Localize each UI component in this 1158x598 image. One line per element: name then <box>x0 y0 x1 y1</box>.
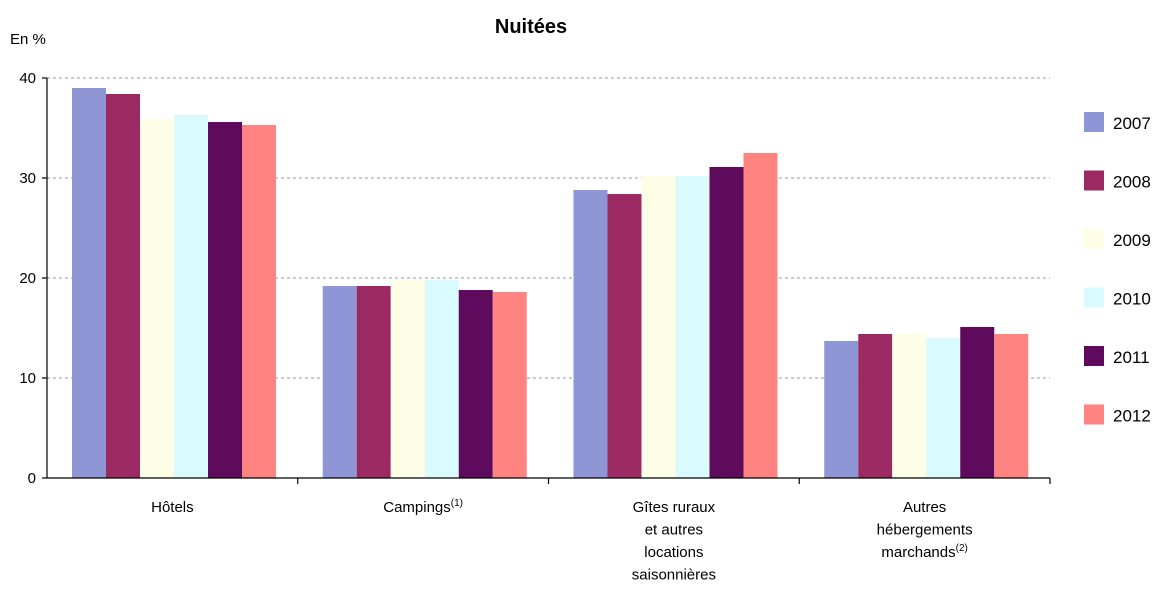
legend-label-2010: 2010 <box>1113 290 1151 309</box>
bar-2012-3 <box>743 153 778 478</box>
chart-title: Nuitées <box>495 16 567 38</box>
bar-2011-1 <box>208 122 242 478</box>
bar-2010-4 <box>926 338 961 478</box>
legend-swatch-2008 <box>1084 170 1104 191</box>
x-tick-label: locations <box>644 544 703 561</box>
legend-swatch-2011 <box>1084 346 1104 366</box>
bar-2008-2 <box>356 286 391 478</box>
x-tick-label: hébergements <box>877 522 973 539</box>
bar-2012-2 <box>492 292 527 478</box>
bar-2012-1 <box>242 125 276 478</box>
legend-label-2011: 2011 <box>1113 348 1150 367</box>
x-tick-label: marchands(2) <box>881 543 967 561</box>
legend-label-2007: 2007 <box>1113 114 1151 133</box>
bar-2011-4 <box>960 327 995 478</box>
bar-2008-4 <box>858 334 893 478</box>
y-tick-label: 20 <box>19 270 36 287</box>
bar-2008-3 <box>607 194 642 478</box>
y-tick-label: 40 <box>19 70 36 87</box>
bar-2007-3 <box>573 190 608 478</box>
bar-2009-4 <box>892 334 927 478</box>
x-tick-label: Autres <box>903 499 946 516</box>
y-tick-label: 0 <box>28 470 36 487</box>
bar-2007-2 <box>322 286 357 478</box>
legend: 2007 2008 2009 2010 2011 2012 <box>1084 112 1151 426</box>
bar-2010-3 <box>675 176 710 478</box>
x-tick-label: et autres <box>645 522 703 539</box>
bar-2010-1 <box>174 115 208 478</box>
bar-2011-2 <box>458 290 493 478</box>
y-tick-label: 10 <box>19 370 36 387</box>
bars <box>72 88 1029 478</box>
legend-label-2008: 2008 <box>1113 173 1151 192</box>
y-tick-label: 30 <box>19 170 36 187</box>
bar-2007-4 <box>824 341 859 478</box>
x-tick-label: saisonnières <box>632 567 716 584</box>
x-tick-label: Gîtes ruraux <box>633 499 716 516</box>
legend-label-2009: 2009 <box>1113 231 1151 250</box>
bar-2008-1 <box>106 94 140 478</box>
legend-label-2012: 2012 <box>1113 407 1151 426</box>
legend-swatch-2007 <box>1084 112 1104 132</box>
y-axis-label: En % <box>10 31 46 48</box>
bar-2009-3 <box>641 176 676 478</box>
bar-2009-1 <box>140 119 174 478</box>
legend-swatch-2012 <box>1084 404 1104 425</box>
bar-2010-2 <box>424 280 459 478</box>
category-labels: Hôtels Campings(1) Gîtes ruraux et autres lo… <box>151 498 972 584</box>
y-tick-labels: 0 10 20 30 40 <box>19 70 36 487</box>
axes <box>42 77 1051 484</box>
bar-2011-3 <box>709 167 744 478</box>
bar-2007-1 <box>72 88 106 478</box>
bar-2012-4 <box>994 334 1029 478</box>
x-tick-label: Campings(1) <box>383 498 463 516</box>
legend-swatch-2009 <box>1084 229 1104 249</box>
bar-2009-2 <box>390 280 425 478</box>
x-tick-label: Hôtels <box>151 499 194 516</box>
legend-swatch-2010 <box>1084 287 1104 308</box>
